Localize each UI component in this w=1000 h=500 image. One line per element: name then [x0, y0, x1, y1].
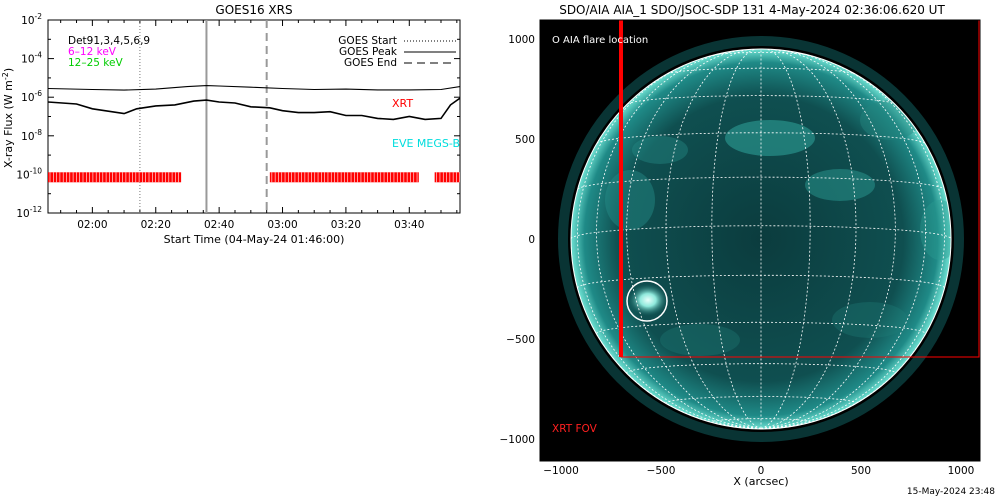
goes-y-tick-label: 10-8: [21, 128, 42, 143]
latitude-line: [596, 321, 926, 334]
legend-goes-start: GOES Start: [338, 35, 397, 47]
goes-y-axis-label: X-ray Flux (W m-2): [1, 68, 15, 168]
goes-y-tick-label: 10-6: [21, 89, 42, 104]
goes-y-tick-label: 10-12: [16, 205, 42, 220]
latitude-line: [577, 176, 945, 190]
longitude-line: [577, 57, 762, 429]
footer-timestamp: 15-May-2024 23:48: [907, 487, 995, 497]
longitude-line: [760, 57, 945, 429]
aia-x-axis: −1000 −500 0 500 1000: [543, 454, 974, 477]
aia-x-tick-label: 0: [758, 465, 765, 477]
legend-goes-peak: GOES Peak: [339, 46, 398, 58]
goes-series: [48, 85, 460, 121]
aia-image-panel: SDO/AIA AIA_1 SDO/JSOC-SDP 131 4-May-202…: [499, 3, 981, 488]
aia-x-axis-label: X (arcsec): [733, 475, 788, 488]
xrt-fov-box: [619, 20, 980, 358]
longitude-line: [711, 49, 762, 429]
xrt-label: XRT: [392, 97, 413, 110]
legend-detectors: Det91,3,4,5,6,9: [68, 35, 150, 47]
aia-y-tick-label: 500: [515, 134, 535, 146]
goes-x-tick-label: 03:00: [267, 219, 297, 231]
goes-title: GOES16 XRS: [215, 3, 292, 17]
goes-x-tick-label: 02:00: [77, 219, 107, 231]
goes-xrs-panel: GOES16 XRS 10-12 10-10 10-8 10-6 10-4 10-2 02…: [1, 3, 461, 246]
aia-y-tick-label: −1000: [499, 434, 535, 446]
xrt-coverage-segment: [434, 172, 460, 183]
legend-6-12kev: 6–12 keV: [68, 46, 117, 58]
goes-series-line-1: [48, 97, 460, 121]
goes-x-axis-label: Start Time (04-May-24 01:46:00): [164, 233, 345, 246]
aia-x-tick-label: −500: [647, 465, 676, 477]
goes-y-tick-label: 10-10: [16, 166, 42, 181]
legend-goes-end: GOES End: [344, 57, 397, 69]
aia-x-tick-label: 500: [851, 465, 871, 477]
flare-location-marker: [626, 280, 668, 322]
goes-x-tick-label: 03:20: [331, 219, 361, 231]
goes-y-tick-label: 10-4: [21, 51, 42, 66]
aia-y-axis: −1000 −500 0 500 1000: [499, 34, 547, 446]
aia-x-tick-label: −1000: [543, 465, 579, 477]
eve-label: EVE MEGS-B: [392, 137, 460, 150]
goes-series-line-0: [48, 85, 460, 91]
longitude-line: [760, 50, 926, 429]
aia-y-tick-label: 0: [528, 234, 535, 246]
longitude-line: [626, 49, 762, 429]
longitude-line: [760, 49, 896, 429]
goes-y-tick-label: 10-2: [21, 12, 42, 27]
latitude-line: [667, 67, 855, 75]
limb-circle: [570, 48, 952, 430]
aia-y-tick-label: −500: [506, 334, 535, 346]
xrt-fov-label: XRT FOV: [552, 423, 598, 435]
aia-x-tick-label: 1000: [948, 465, 975, 477]
aia-y-tick-label: 1000: [508, 34, 535, 46]
goes-x-tick-label: 02:20: [141, 219, 171, 231]
xrt-coverage-segment: [48, 172, 182, 183]
aia-frame: [539, 19, 981, 462]
latitude-line: [627, 95, 895, 105]
goes-x-tick-label: 03:40: [394, 219, 424, 231]
corona-glow: [558, 36, 964, 442]
goes-x-axis: 02:00 02:20 02:40 03:00 03:20 03:40: [60, 20, 458, 231]
longitude-line: [596, 50, 762, 429]
goes-x-tick-label: 02:40: [204, 219, 234, 231]
aia-title: SDO/AIA AIA_1 SDO/JSOC-SDP 131 4-May-202…: [559, 3, 945, 17]
latitude-line: [711, 418, 811, 424]
goes-event-lines: [139, 20, 268, 213]
legend-12-25kev: 12–25 keV: [68, 57, 123, 69]
flare-bright-region: [628, 284, 668, 316]
xrt-coverage-marks: [48, 172, 460, 183]
longitude-line: [760, 49, 811, 429]
flare-location-label: O AIA flare location: [552, 35, 648, 46]
